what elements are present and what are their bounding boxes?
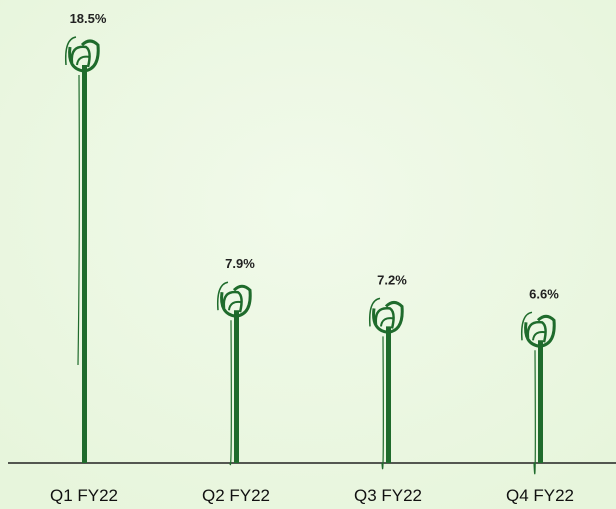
- stem-stroke: [533, 350, 536, 475]
- value-label: 7.2%: [377, 272, 407, 287]
- petal: [64, 36, 77, 66]
- value-label: 18.5%: [70, 11, 107, 26]
- plant-bar: [520, 311, 556, 475]
- petal: [374, 306, 395, 329]
- petal: [228, 300, 243, 311]
- plant-bar: [368, 297, 404, 470]
- petal: [222, 290, 243, 313]
- plant-bar: [216, 281, 252, 466]
- petal: [76, 55, 91, 66]
- x-tick-label: Q3 FY22: [354, 486, 422, 505]
- petal: [520, 311, 533, 341]
- stem-stroke: [229, 320, 232, 466]
- value-label: 7.9%: [225, 256, 255, 271]
- stem: [386, 326, 391, 463]
- bud: [220, 284, 252, 318]
- x-tick-label: Q4 FY22: [506, 486, 574, 505]
- bud: [372, 300, 404, 334]
- petal: [70, 45, 91, 68]
- petal: [532, 330, 547, 341]
- stem-stroke: [77, 74, 80, 366]
- petal: [526, 320, 547, 343]
- stem-stroke: [381, 336, 384, 470]
- petal: [216, 281, 229, 311]
- stem: [538, 340, 543, 463]
- value-label: 6.6%: [529, 286, 559, 301]
- petal: [368, 297, 381, 327]
- bud: [524, 314, 556, 348]
- stem: [234, 310, 239, 463]
- stem: [82, 65, 87, 463]
- x-tick-label: Q1 FY22: [50, 486, 118, 505]
- petal: [380, 317, 395, 327]
- x-tick-label: Q2 FY22: [202, 486, 270, 505]
- bud: [68, 39, 100, 73]
- plant-bar: [64, 36, 100, 463]
